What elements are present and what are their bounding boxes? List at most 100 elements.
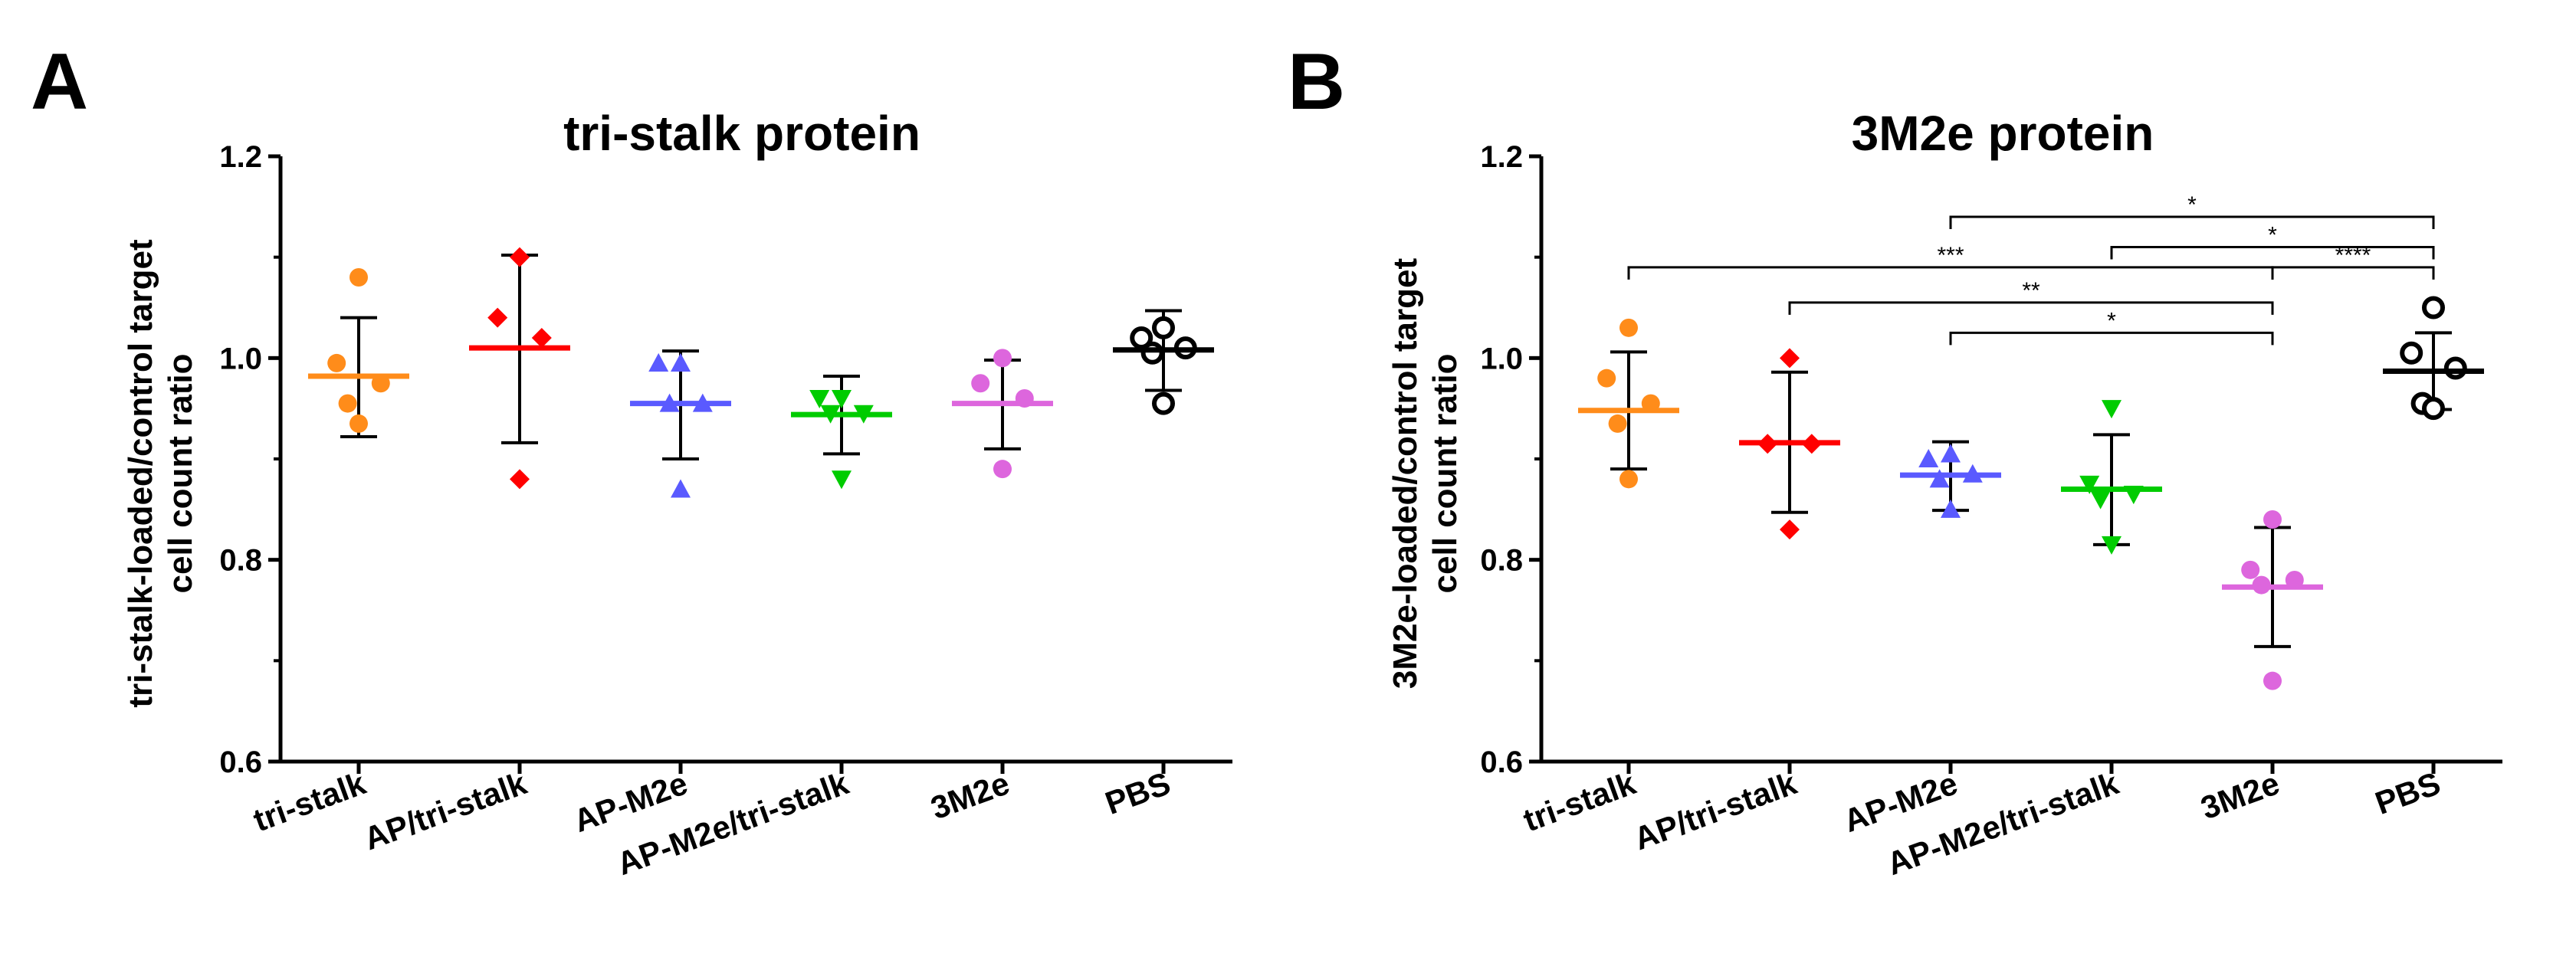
y-tick-label: 0.6: [219, 745, 262, 779]
panel-a-letter: A: [31, 38, 88, 126]
data-point: [487, 307, 508, 328]
data-point: [832, 470, 852, 490]
group-ap-tri-stalk: [469, 247, 570, 490]
group-3m2e: [2222, 510, 2323, 690]
data-point: [832, 389, 852, 408]
panel-a-title: tri-stalk protein: [563, 106, 920, 161]
x-category-label: 3M2e: [2196, 765, 2284, 826]
panel-a-y-axis-label-line1: tri-stalk-loaded/control target: [122, 239, 159, 708]
data-point: [1597, 369, 1616, 388]
y-tick-label: 0.8: [219, 544, 262, 578]
significance-label: ***: [1937, 243, 1964, 268]
panel-a-y-axis-label-line2: cell count ratio: [162, 354, 199, 594]
data-point: [510, 247, 530, 267]
group-pbs: [1113, 309, 1214, 415]
group-ap-m2e-tri-stalk: [2061, 400, 2162, 555]
x-category-label: tri-stalk: [248, 765, 370, 838]
data-point: [2090, 490, 2111, 509]
x-category-label: AP/tri-stalk: [359, 765, 532, 857]
panel-a: A tri-stalk protein tri-stalk-loaded/con…: [31, 38, 1232, 882]
data-point: [2102, 400, 2122, 419]
group-tri-stalk: [1578, 318, 1679, 489]
data-point: [2263, 671, 2282, 690]
panel-b-y-axis-label-line1: 3M2e-loaded/control target: [1386, 257, 1424, 689]
data-point: [993, 349, 1012, 368]
data-point: [2102, 536, 2122, 555]
data-point: [1140, 341, 1164, 365]
data-point: [338, 394, 357, 413]
data-point: [2400, 341, 2423, 365]
data-point: [2079, 475, 2100, 494]
y-tick-label: 0.8: [1480, 544, 1523, 578]
data-point: [1619, 318, 1638, 337]
data-point: [349, 414, 368, 433]
data-point: [2422, 296, 2445, 319]
data-point: [2263, 510, 2282, 529]
significance-label: *: [2268, 223, 2277, 248]
y-tick-label: 0.6: [1480, 745, 1523, 779]
panel-b-y-axis-label-line2: cell count ratio: [1426, 354, 1464, 594]
y-tick-label: 1.2: [1480, 140, 1523, 174]
y-tick-label: 1.0: [219, 342, 262, 375]
data-point: [2422, 397, 2445, 421]
group-pbs: [2383, 296, 2484, 421]
data-point: [1941, 444, 1961, 463]
group-ap-tri-stalk: [1739, 348, 1840, 540]
data-point: [1941, 499, 1961, 518]
group-ap-m2e: [1900, 440, 2001, 518]
significance-label: *: [2107, 308, 2116, 333]
significance-bracket: *: [1949, 192, 2435, 229]
significance-bracket: *: [1949, 308, 2274, 346]
bracket-line: [2271, 266, 2435, 280]
significance-bracket: **: [1788, 278, 2274, 315]
panel-b-title: 3M2e protein: [1852, 106, 2154, 161]
data-point: [1929, 469, 1950, 488]
group-ap-m2e: [630, 349, 731, 498]
x-category-label: PBS: [2371, 765, 2445, 821]
data-point: [531, 328, 552, 348]
bracket-line: [1627, 266, 2274, 280]
data-point: [349, 268, 368, 287]
data-point: [671, 479, 691, 498]
data-point: [971, 374, 990, 393]
data-point: [510, 469, 530, 490]
x-category-label: PBS: [1101, 765, 1175, 821]
data-point: [327, 353, 346, 372]
data-point: [1780, 519, 1800, 540]
data-point: [671, 352, 691, 372]
significance-label: **: [2022, 278, 2040, 303]
data-point: [648, 352, 669, 372]
x-category-label: tri-stalk: [1518, 765, 1640, 838]
data-point: [1130, 326, 1153, 349]
data-point: [2241, 560, 2260, 579]
significance-bracket: ***: [1627, 243, 2274, 280]
x-category-label: 3M2e: [926, 765, 1014, 826]
bracket-line: [1949, 331, 2274, 346]
significance-label: *: [2187, 192, 2197, 218]
bracket-line: [1949, 215, 2435, 229]
data-point: [1152, 316, 1175, 339]
data-point: [2443, 356, 2467, 380]
bracket-line: [2110, 246, 2435, 260]
y-tick-label: 1.2: [219, 140, 262, 174]
data-point: [1608, 414, 1627, 433]
significance-label: ****: [2335, 243, 2371, 268]
group-tri-stalk: [308, 268, 409, 439]
data-point: [809, 389, 830, 408]
data-point: [1918, 449, 1939, 468]
data-point: [1780, 348, 1800, 369]
bracket-line: [1788, 301, 2274, 315]
panel-b: B 3M2e protein 3M2e-loaded/control targe…: [1288, 38, 2502, 882]
data-point: [993, 460, 1012, 479]
data-point: [1152, 392, 1175, 415]
x-category-label: AP/tri-stalk: [1629, 765, 1802, 857]
y-tick-label: 1.0: [1480, 342, 1523, 375]
significance-bracket: *: [2110, 223, 2435, 260]
significance-bracket: ****: [2271, 243, 2435, 280]
panel-b-letter: B: [1288, 38, 1345, 126]
group-3m2e: [952, 349, 1053, 479]
data-point: [1619, 470, 1638, 489]
